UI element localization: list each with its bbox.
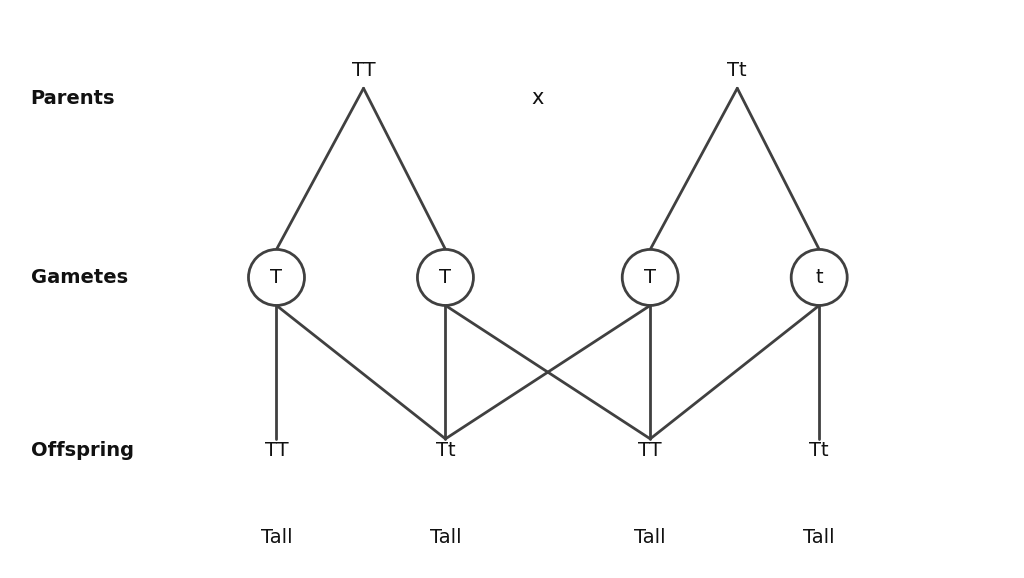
Text: Gametes: Gametes bbox=[31, 268, 128, 287]
Text: TT: TT bbox=[264, 442, 289, 460]
Text: T: T bbox=[439, 268, 452, 287]
Text: Parents: Parents bbox=[31, 89, 116, 108]
Text: Tt: Tt bbox=[809, 442, 829, 460]
Circle shape bbox=[418, 250, 473, 305]
Circle shape bbox=[249, 250, 304, 305]
Text: T: T bbox=[270, 268, 283, 287]
Text: Tall: Tall bbox=[804, 528, 835, 547]
Text: Tall: Tall bbox=[635, 528, 666, 547]
Text: Tall: Tall bbox=[261, 528, 292, 547]
Text: Tall: Tall bbox=[430, 528, 461, 547]
Text: Tt: Tt bbox=[727, 61, 748, 80]
Text: x: x bbox=[531, 88, 544, 108]
Text: TT: TT bbox=[351, 61, 376, 80]
Text: Tt: Tt bbox=[435, 442, 456, 460]
Text: t: t bbox=[815, 268, 823, 287]
Text: TT: TT bbox=[638, 442, 663, 460]
Circle shape bbox=[792, 250, 847, 305]
Text: Offspring: Offspring bbox=[31, 442, 134, 460]
Text: T: T bbox=[644, 268, 656, 287]
Circle shape bbox=[623, 250, 678, 305]
